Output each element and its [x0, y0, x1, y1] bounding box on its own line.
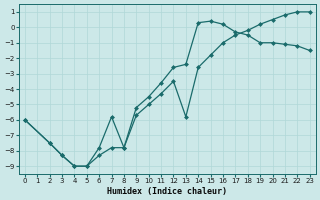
- X-axis label: Humidex (Indice chaleur): Humidex (Indice chaleur): [107, 187, 227, 196]
